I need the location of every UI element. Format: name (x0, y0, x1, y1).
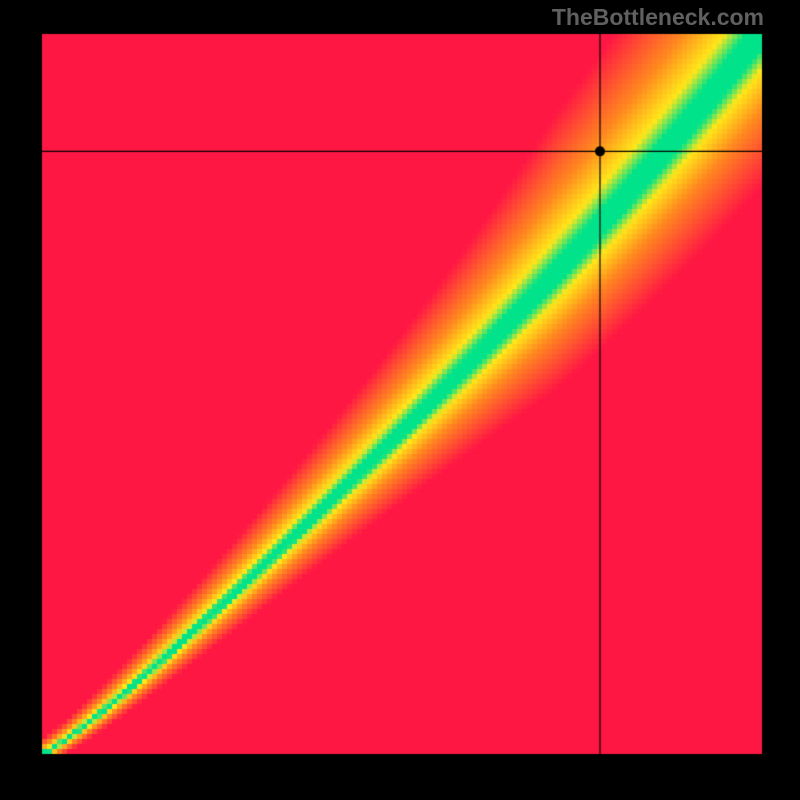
bottleneck-heatmap-canvas (0, 0, 800, 800)
chart-container: TheBottleneck.com (0, 0, 800, 800)
attribution-watermark: TheBottleneck.com (552, 4, 764, 31)
